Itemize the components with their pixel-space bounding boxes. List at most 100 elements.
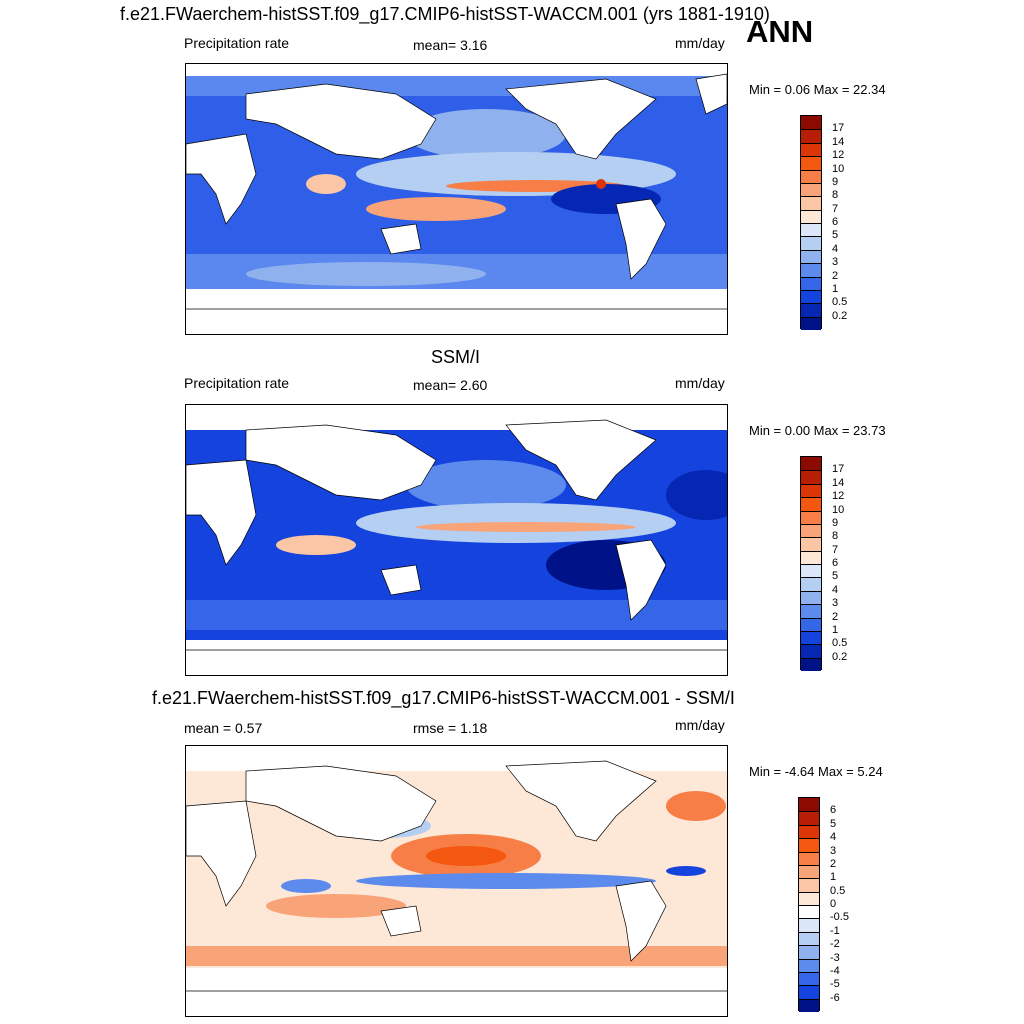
colorbar-swatch	[801, 523, 821, 538]
precipitation-map-obs	[185, 404, 728, 676]
colorbar-swatch	[799, 864, 819, 879]
colorbar-tick-label: 8	[832, 189, 839, 202]
colorbar-tick-label: 0.5	[830, 884, 846, 897]
colorbar-swatch	[799, 985, 819, 999]
colorbar-swatch	[801, 182, 821, 197]
panel-left-label: mean = 0.57	[184, 720, 263, 736]
colorbar-swatch	[801, 657, 821, 671]
colorbar-tick-label: 12	[832, 149, 845, 162]
precipitation-map-model	[185, 63, 728, 335]
colorbar-tick-label: 14	[832, 135, 845, 148]
colorbar-tick-label: 1	[830, 871, 837, 884]
colorbar-tick-label: 4	[830, 831, 837, 844]
colorbar-tick-label: 0.5	[832, 637, 848, 650]
colorbar-model-boxes	[800, 115, 822, 330]
colorbar-tick-label: 10	[832, 162, 845, 175]
panel-units: mm/day	[675, 35, 725, 51]
season-label: ANN	[746, 14, 814, 49]
colorbar-tick-label: 9	[832, 516, 839, 529]
colorbar-swatch	[799, 811, 819, 825]
colorbar-tick-label: 7	[832, 543, 839, 556]
colorbar-tick-label: 6	[832, 216, 839, 228]
colorbar-swatch	[801, 537, 821, 551]
colorbar-tick-label: 2	[832, 269, 839, 282]
colorbar-tick-label: 5	[832, 229, 839, 242]
colorbar-swatch	[801, 236, 821, 250]
colorbar-tick-label: 3	[832, 256, 839, 269]
colorbar-swatch	[799, 838, 819, 852]
colorbar-swatch	[801, 116, 821, 130]
colorbar-swatch	[801, 457, 821, 471]
colorbar-swatch	[801, 470, 821, 484]
colorbar-obs-boxes	[800, 456, 822, 671]
colorbar-tick-label: 14	[832, 476, 845, 489]
colorbar-swatch	[801, 263, 821, 277]
colorbar-tick-label: -5	[830, 978, 840, 991]
panel-title: SSM/I	[431, 347, 481, 367]
colorbar-swatch	[799, 851, 819, 865]
colorbar-tick-label: -6	[830, 991, 840, 1004]
colorbar-swatch	[801, 644, 821, 658]
colorbar-tick-label: 0.2	[832, 650, 848, 663]
colorbar-tick-label: 0.5	[832, 296, 848, 309]
colorbar-tick-label: 0.2	[832, 309, 848, 322]
colorbar-tick-label: 5	[830, 817, 837, 830]
colorbar-tick-label: 0	[830, 898, 837, 910]
panel-minmax: Min = 0.06 Max = 22.34	[749, 82, 886, 97]
colorbar-tick-label: 4	[832, 242, 839, 255]
colorbar-tick-label: -0.5	[830, 911, 849, 924]
colorbar-swatch	[801, 604, 821, 618]
colorbar-tick-label: -2	[830, 938, 840, 951]
colorbar-diff: 6 5 4 3 2 1 0.5 0 -0.5 -1 -2 -3 -4 -5 -6	[798, 797, 849, 1012]
colorbar-tick-label: 4	[832, 583, 839, 596]
colorbar-swatch	[801, 617, 821, 631]
colorbar-tick-label: 9	[832, 175, 839, 188]
colorbar-swatch	[801, 483, 821, 498]
colorbar-swatch	[801, 223, 821, 237]
colorbar-tick-label: 10	[832, 503, 845, 516]
colorbar-swatch	[799, 971, 819, 986]
colorbar-tick-label: 7	[832, 202, 839, 215]
colorbar-swatch	[799, 905, 819, 919]
colorbar-swatch	[801, 156, 821, 170]
colorbar-tick-label: 3	[832, 597, 839, 610]
colorbar-swatch	[799, 931, 819, 946]
colorbar-tick-label: 6	[830, 804, 837, 817]
panel-center-label: mean= 3.16	[413, 37, 488, 53]
colorbar-tick-label: 17	[832, 122, 845, 135]
colorbar-tick-label: 12	[832, 490, 845, 503]
colorbar-swatch	[801, 196, 821, 210]
panel-minmax: Min = -4.64 Max = 5.24	[749, 764, 883, 779]
colorbar-swatch	[801, 564, 821, 578]
colorbar-tick-label: -1	[830, 924, 840, 937]
colorbar-swatch	[799, 878, 819, 892]
colorbar-swatch	[801, 209, 821, 223]
colorbar-swatch	[799, 824, 819, 839]
colorbar-swatch	[801, 303, 821, 317]
colorbar-swatch	[801, 590, 821, 605]
colorbar-swatch	[801, 510, 821, 524]
colorbar-diff-boxes	[798, 797, 820, 1012]
colorbar-swatch	[799, 958, 819, 972]
colorbar-swatch	[801, 497, 821, 511]
colorbar-swatch	[801, 630, 821, 645]
colorbar-swatch	[799, 998, 819, 1012]
colorbar-tick-label: 17	[832, 463, 845, 476]
colorbar-obs: 17 14 12 10 9 8 7 6 5 4 3 2 1 0.5 0.2	[800, 456, 847, 671]
colorbar-swatch	[799, 798, 819, 812]
colorbar-tick-label: 8	[832, 530, 839, 543]
panel-center-label: mean= 2.60	[413, 377, 488, 393]
colorbar-swatch	[801, 316, 821, 330]
colorbar-swatch	[801, 289, 821, 304]
colorbar-swatch	[799, 945, 819, 959]
precipitation-difference-map	[185, 745, 728, 1017]
colorbar-swatch	[801, 249, 821, 264]
colorbar-tick-label: 1	[832, 623, 839, 636]
panel-left-label: Precipitation rate	[184, 375, 290, 391]
case-title: f.e21.FWaerchem-histSST.f09_g17.CMIP6-hi…	[120, 4, 770, 24]
colorbar-swatch	[799, 918, 819, 932]
colorbar-tick-label: 2	[830, 857, 837, 870]
colorbar-swatch	[801, 169, 821, 183]
colorbar-swatch	[801, 276, 821, 290]
colorbar-swatch	[801, 577, 821, 591]
